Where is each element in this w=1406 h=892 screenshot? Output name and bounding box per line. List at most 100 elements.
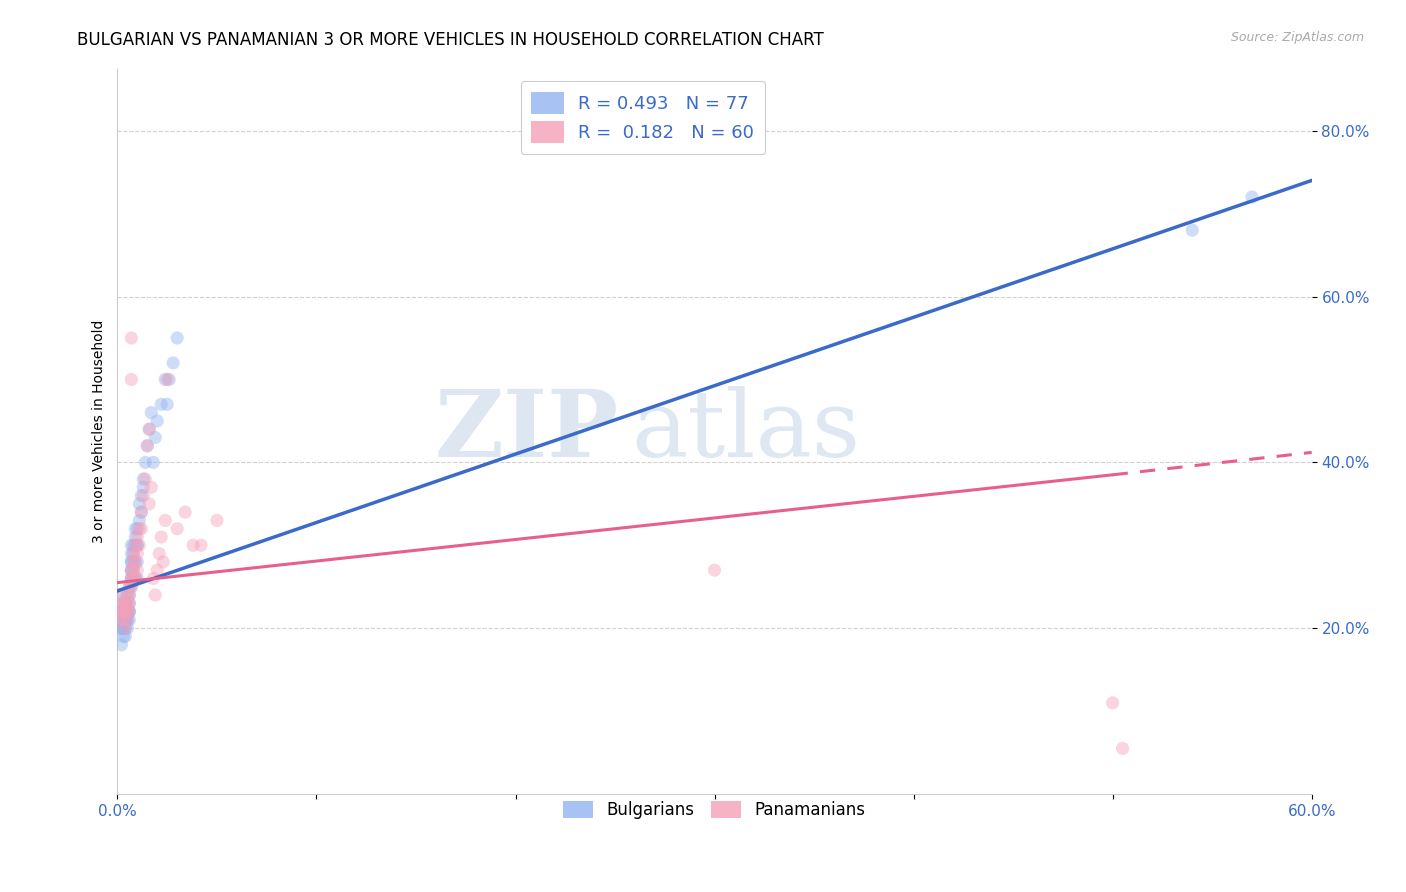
Point (118, 605, 141, 619)
Point (117, 621, 139, 635)
Point (143, 430, 166, 444)
Point (156, 397, 179, 411)
Point (112, 596, 135, 610)
Point (120, 547, 142, 561)
Point (148, 547, 170, 561)
Point (120, 563, 142, 577)
Point (122, 571, 145, 585)
Point (117, 605, 139, 619)
Point (128, 522, 150, 536)
Text: atlas: atlas (631, 386, 860, 476)
Point (162, 356, 184, 370)
Point (190, 538, 212, 552)
Point (138, 422, 160, 436)
Point (114, 621, 136, 635)
Point (127, 571, 149, 585)
Point (124, 538, 146, 552)
Point (117, 596, 139, 610)
Point (124, 530, 146, 544)
Point (128, 538, 150, 552)
Point (166, 331, 188, 345)
Point (127, 547, 149, 561)
Point (124, 571, 146, 585)
Point (127, 538, 149, 552)
Text: ZIP: ZIP (434, 386, 619, 476)
Point (134, 455, 156, 469)
Point (112, 613, 135, 627)
Point (136, 439, 159, 453)
Legend: Bulgarians, Panamanians: Bulgarians, Panamanians (557, 794, 872, 826)
Y-axis label: 3 or more Vehicles in Household: 3 or more Vehicles in Household (93, 319, 107, 543)
Point (117, 596, 139, 610)
Point (120, 580, 142, 594)
Point (120, 538, 142, 552)
Point (703, 563, 725, 577)
Point (110, 596, 132, 610)
Point (112, 613, 135, 627)
Point (117, 605, 139, 619)
Point (122, 547, 145, 561)
Point (127, 522, 149, 536)
Point (122, 563, 145, 577)
Point (118, 580, 141, 594)
Point (146, 563, 169, 577)
Point (131, 522, 153, 536)
Point (120, 372, 142, 386)
Point (110, 621, 132, 635)
Point (181, 538, 204, 552)
Point (136, 439, 159, 453)
Point (114, 596, 136, 610)
Point (141, 406, 163, 420)
Point (150, 397, 173, 411)
Point (118, 596, 141, 610)
Point (110, 613, 132, 627)
Point (155, 372, 177, 386)
Point (157, 372, 180, 386)
Point (118, 605, 141, 619)
Point (114, 605, 136, 619)
Point (117, 588, 139, 602)
Point (114, 596, 136, 610)
Point (131, 505, 153, 519)
Point (120, 563, 142, 577)
Point (124, 538, 146, 552)
Point (1111, 741, 1133, 756)
Point (142, 455, 165, 469)
Point (127, 563, 149, 577)
Point (117, 613, 139, 627)
Point (155, 513, 177, 527)
Point (108, 621, 131, 635)
Point (150, 530, 173, 544)
Point (138, 497, 160, 511)
Point (118, 588, 141, 602)
Point (138, 422, 160, 436)
Point (110, 588, 132, 602)
Point (108, 588, 131, 602)
Point (120, 571, 142, 585)
Point (141, 480, 163, 494)
Point (118, 588, 141, 602)
Point (112, 613, 135, 627)
Point (120, 571, 142, 585)
Point (112, 605, 135, 619)
Point (114, 621, 136, 635)
Point (124, 555, 146, 569)
Point (1101, 696, 1123, 710)
Point (134, 472, 156, 486)
Point (120, 563, 142, 577)
Point (117, 613, 139, 627)
Point (118, 613, 141, 627)
Point (143, 588, 166, 602)
Point (166, 522, 188, 536)
Point (114, 630, 136, 644)
Point (132, 472, 155, 486)
Point (117, 588, 139, 602)
Text: BULGARIAN VS PANAMANIAN 3 OR MORE VEHICLES IN HOUSEHOLD CORRELATION CHART: BULGARIAN VS PANAMANIAN 3 OR MORE VEHICL… (77, 31, 824, 49)
Point (174, 505, 197, 519)
Point (128, 513, 150, 527)
Point (108, 605, 131, 619)
Point (112, 630, 135, 644)
Point (122, 555, 145, 569)
Point (118, 605, 141, 619)
Point (112, 621, 135, 635)
